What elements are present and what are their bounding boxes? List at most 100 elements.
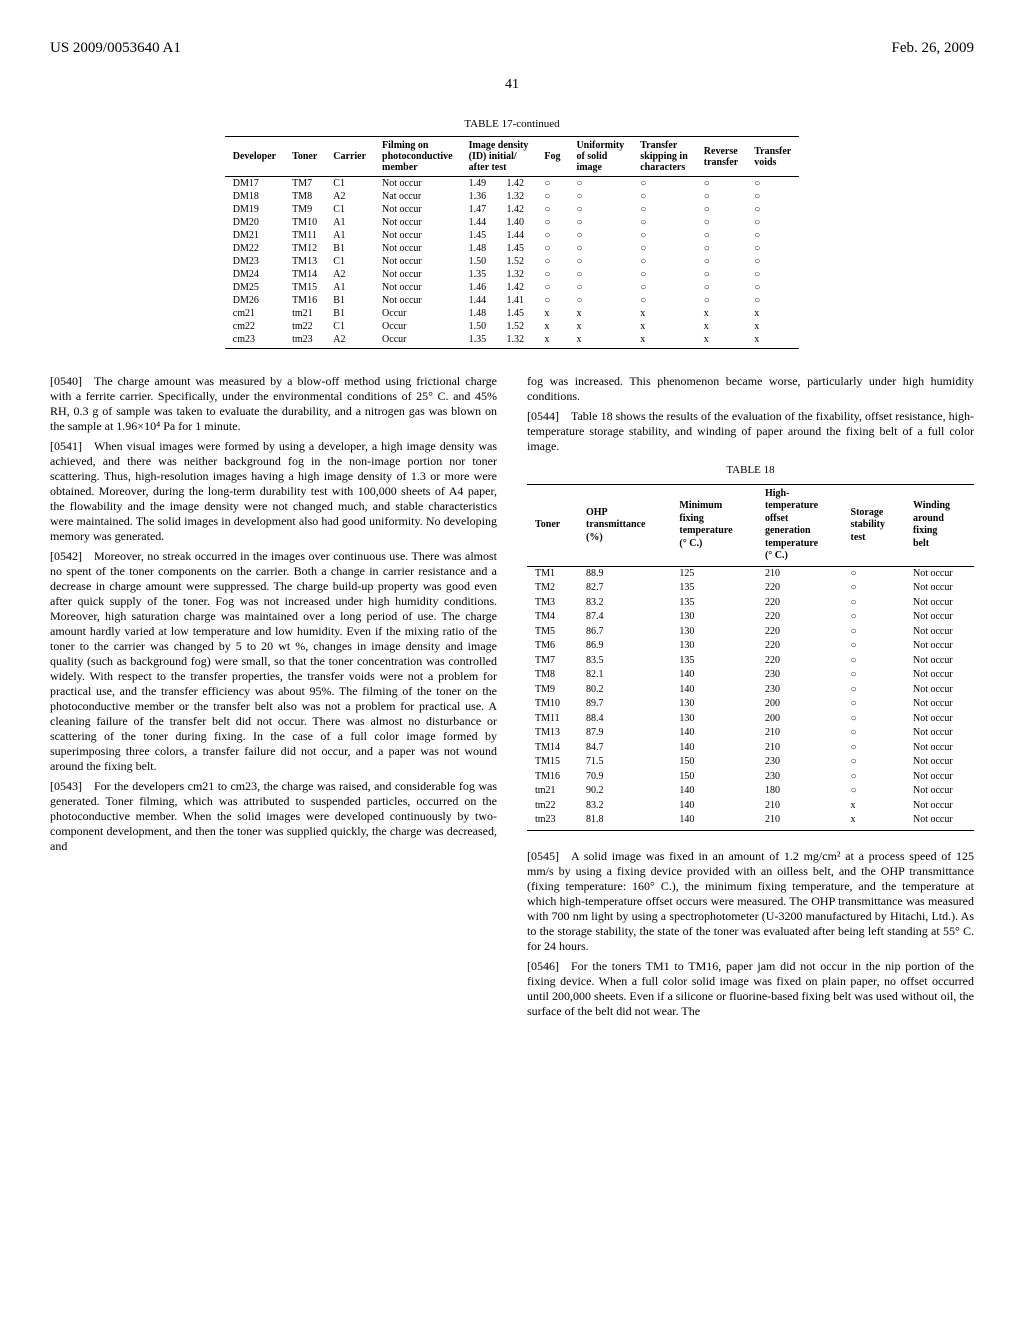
table-cell: ○	[746, 203, 799, 216]
table-cell: A2	[325, 190, 374, 203]
table-cell: TM11	[284, 229, 325, 242]
table-cell: TM8	[527, 668, 578, 683]
table-cell: B1	[325, 307, 374, 320]
table-cell: Not occur	[905, 625, 974, 640]
table-row: tm2381.8140210xNot occur	[527, 813, 974, 830]
table-row: TM1484.7140210○Not occur	[527, 741, 974, 756]
table-cell: TM10	[527, 697, 578, 712]
table-cell: 1.44	[461, 216, 499, 229]
table-cell: cm22	[225, 320, 284, 333]
table-cell: ○	[843, 755, 905, 770]
table-cell: TM8	[284, 190, 325, 203]
table-cell: 200	[757, 697, 843, 712]
table-cell: TM14	[284, 268, 325, 281]
table-cell: Occur	[374, 307, 461, 320]
table-cell: 80.2	[578, 683, 671, 698]
table-cell: ○	[536, 281, 568, 294]
table-cell: 230	[757, 668, 843, 683]
table-cell: 220	[757, 596, 843, 611]
table-cell: TM10	[284, 216, 325, 229]
table-cell: 1.46	[461, 281, 499, 294]
table-cell: ○	[746, 190, 799, 203]
table-cell: ○	[632, 255, 696, 268]
table-cell: ○	[568, 229, 632, 242]
table-18: Toner OHPtransmittance(%) Minimumfixingt…	[527, 484, 974, 831]
table-row: TM1571.5150230○Not occur	[527, 755, 974, 770]
table-cell: TM13	[284, 255, 325, 268]
table-cell: C1	[325, 255, 374, 268]
table-cell: TM2	[527, 581, 578, 596]
table-cell: 1.41	[498, 294, 536, 307]
table-cell: DM22	[225, 242, 284, 255]
table-row: TM1089.7130200○Not occur	[527, 697, 974, 712]
table-cell: 135	[671, 654, 757, 669]
table-cell: x	[696, 320, 746, 333]
table-cell: ○	[746, 294, 799, 307]
para-0546: [0546] For the toners TM1 to TM16, paper…	[527, 959, 974, 1019]
two-column-body: [0540] The charge amount was measured by…	[50, 374, 974, 1024]
table-row: DM24TM14A2Not occur1.351.32○○○○○	[225, 268, 800, 281]
t17-h-reverse: Reversetransfer	[696, 137, 746, 177]
table-row: DM18TM8A2Nat occur1.361.32○○○○○	[225, 190, 800, 203]
table-cell: 83.2	[578, 596, 671, 611]
table-cell: 140	[671, 784, 757, 799]
table-cell: Not occur	[374, 268, 461, 281]
table-cell: ○	[632, 190, 696, 203]
table-cell: TM1	[527, 566, 578, 581]
table-cell: TM12	[284, 242, 325, 255]
table-cell: ○	[696, 281, 746, 294]
table-cell: ○	[746, 281, 799, 294]
table-cell: Not occur	[374, 242, 461, 255]
t17-h-developer: Developer	[225, 137, 284, 177]
table-cell: 1.40	[498, 216, 536, 229]
table-cell: 140	[671, 813, 757, 830]
table-cell: TM13	[527, 726, 578, 741]
table-cell: 1.42	[498, 281, 536, 294]
table-cell: 210	[757, 799, 843, 814]
table-cell: ○	[536, 177, 568, 191]
table-cell: 220	[757, 625, 843, 640]
table-cell: x	[568, 320, 632, 333]
t18-h-storage: Storagestabilitytest	[843, 484, 905, 566]
table-cell: ○	[843, 712, 905, 727]
table-cell: x	[632, 307, 696, 320]
table-cell: x	[746, 307, 799, 320]
t17-h-filming: Filming onphotoconductivemember	[374, 137, 461, 177]
table-cell: 1.42	[498, 203, 536, 216]
table-cell: Not occur	[374, 177, 461, 191]
table-cell: DM25	[225, 281, 284, 294]
table-cell: 135	[671, 596, 757, 611]
table-cell: 210	[757, 741, 843, 756]
table-row: TM882.1140230○Not occur	[527, 668, 974, 683]
table-cell: 86.9	[578, 639, 671, 654]
table-cell: 90.2	[578, 784, 671, 799]
table-cell: TM15	[527, 755, 578, 770]
table-cell: Not occur	[905, 654, 974, 669]
table-cell: TM15	[284, 281, 325, 294]
table-row: TM783.5135220○Not occur	[527, 654, 974, 669]
table-cell: 140	[671, 799, 757, 814]
table-cell: Not occur	[374, 255, 461, 268]
table-cell: DM20	[225, 216, 284, 229]
table-cell: ○	[696, 216, 746, 229]
table-cell: ○	[568, 255, 632, 268]
table-cell: 88.9	[578, 566, 671, 581]
table-cell: ○	[632, 268, 696, 281]
table-cell: 1.35	[461, 333, 499, 349]
para-0545: [0545] A solid image was fixed in an amo…	[527, 849, 974, 954]
table-cell: ○	[843, 596, 905, 611]
table-cell: B1	[325, 294, 374, 307]
table-cell: 230	[757, 770, 843, 785]
table-row: DM17TM7C1Not occur1.491.42○○○○○	[225, 177, 800, 191]
table-cell: DM21	[225, 229, 284, 242]
table-row: DM21TM11A1Not occur1.451.44○○○○○	[225, 229, 800, 242]
table-row: DM25TM15A1Not occur1.461.42○○○○○	[225, 281, 800, 294]
table-cell: Occur	[374, 333, 461, 349]
table-cell: tm21	[527, 784, 578, 799]
table-row: TM1188.4130200○Not occur	[527, 712, 974, 727]
table-cell: ○	[632, 216, 696, 229]
table-cell: TM9	[527, 683, 578, 698]
table-cell: ○	[568, 294, 632, 307]
table-cell: 210	[757, 566, 843, 581]
table-cell: TM14	[527, 741, 578, 756]
